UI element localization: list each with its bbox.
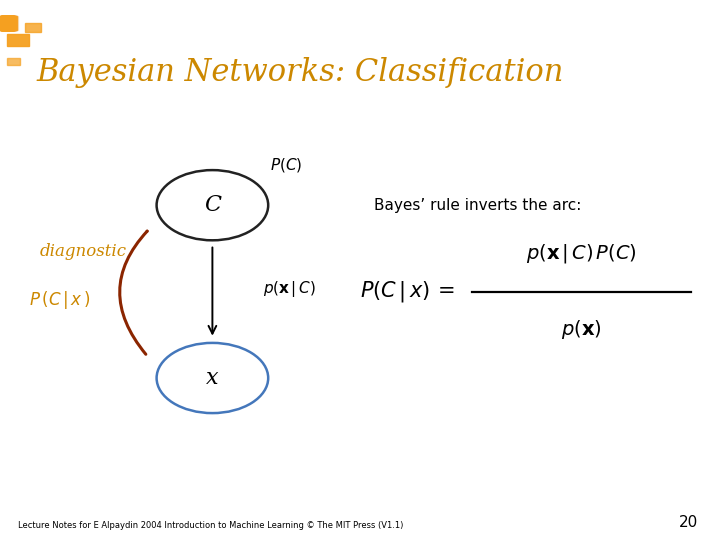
Bar	[1, 16, 12, 30]
Bar	[6, 16, 16, 30]
Bar	[2, 16, 12, 30]
Bar	[9, 16, 19, 30]
Bar	[1, 16, 12, 30]
Bar	[7, 16, 17, 30]
Bar	[0, 16, 11, 30]
Bar	[2, 16, 12, 30]
Bar	[4, 16, 14, 30]
Bar	[6, 16, 17, 30]
Bar	[3, 16, 14, 30]
Text: Bayes’ rule inverts the arc:: Bayes’ rule inverts the arc:	[374, 198, 582, 213]
Bar	[1, 16, 12, 30]
Bar	[6, 16, 17, 30]
Bar	[6, 16, 17, 30]
Bar	[1, 16, 12, 30]
Bar	[1, 16, 12, 30]
Bar	[5, 16, 16, 30]
Bar	[1, 16, 11, 30]
Text: $p(\mathbf{x}\,|\,C)\,P(C)$: $p(\mathbf{x}\,|\,C)\,P(C)$	[526, 242, 636, 265]
Bar	[7, 16, 17, 30]
Bar	[8, 16, 19, 30]
Bar	[4, 16, 15, 30]
Bar	[7, 16, 18, 30]
Bar	[7, 33, 29, 46]
Bar	[2, 16, 13, 30]
Bar	[5, 16, 16, 30]
Bar	[8, 16, 18, 30]
Bar	[4, 16, 14, 30]
Bar	[1, 16, 12, 30]
Bar	[5, 16, 15, 30]
Bar	[3, 16, 14, 30]
Text: 20: 20	[679, 515, 698, 530]
Bar	[1, 16, 12, 30]
Bar	[6, 16, 17, 30]
Bar	[8, 16, 18, 30]
Text: C: C	[204, 194, 221, 216]
Bar	[6, 16, 16, 30]
Bar	[7, 16, 18, 30]
Bar	[6, 16, 17, 30]
Bar	[25, 23, 41, 32]
Bar	[9, 16, 19, 30]
Bar	[0, 16, 11, 30]
Bar	[4, 16, 14, 30]
Bar	[6, 16, 17, 30]
Text: Bayesian Networks: Classification: Bayesian Networks: Classification	[36, 57, 563, 87]
Text: diagnostic: diagnostic	[40, 242, 127, 260]
Bar	[7, 16, 18, 30]
Bar	[1, 16, 12, 30]
Bar	[1, 16, 12, 30]
Bar	[7, 58, 20, 65]
Bar	[4, 16, 14, 30]
Bar	[3, 16, 14, 30]
Bar	[2, 16, 13, 30]
Bar	[4, 16, 14, 30]
Bar	[3, 16, 13, 30]
Bar	[1, 16, 11, 30]
Bar	[3, 16, 13, 30]
Bar	[4, 16, 15, 30]
Bar	[1, 16, 11, 30]
Bar	[6, 16, 17, 30]
Bar	[4, 16, 14, 30]
Text: Lecture Notes for E Alpaydin 2004 Introduction to Machine Learning © The MIT Pre: Lecture Notes for E Alpaydin 2004 Introd…	[18, 521, 403, 530]
Bar	[8, 16, 18, 30]
Bar	[9, 16, 19, 30]
Bar	[5, 16, 16, 30]
Text: x: x	[206, 367, 219, 389]
Bar	[8, 16, 19, 30]
Bar	[1, 16, 12, 30]
Text: $P(C)$: $P(C)$	[270, 156, 302, 174]
Bar	[6, 16, 17, 30]
Bar	[6, 16, 17, 30]
Bar	[4, 16, 14, 30]
Ellipse shape	[156, 343, 268, 413]
Bar	[9, 16, 19, 30]
Bar	[4, 16, 14, 30]
FancyArrowPatch shape	[120, 231, 147, 354]
Bar	[9, 16, 19, 30]
Bar	[9, 16, 19, 30]
Bar	[6, 16, 16, 30]
Bar	[7, 16, 17, 30]
Bar	[0, 16, 11, 30]
Bar	[6, 16, 16, 30]
Text: $P\,(C\,|\,x\,)$: $P\,(C\,|\,x\,)$	[29, 289, 90, 310]
Bar	[3, 16, 13, 30]
Bar	[2, 16, 13, 30]
Bar	[2, 16, 12, 30]
Ellipse shape	[156, 170, 268, 240]
Bar	[7, 16, 17, 30]
Bar	[4, 16, 14, 30]
Bar	[8, 16, 19, 30]
Text: $p(\mathbf{x})$: $p(\mathbf{x})$	[561, 318, 602, 341]
Bar	[5, 16, 15, 30]
Bar	[4, 16, 14, 30]
Text: $P(C\,|\,x)\,{=}$: $P(C\,|\,x)\,{=}$	[360, 279, 454, 304]
Text: $p(\mathbf{x}\,|\,C)$: $p(\mathbf{x}\,|\,C)$	[263, 279, 315, 299]
Bar	[4, 16, 15, 30]
Bar	[0, 16, 11, 30]
Bar	[5, 16, 15, 30]
